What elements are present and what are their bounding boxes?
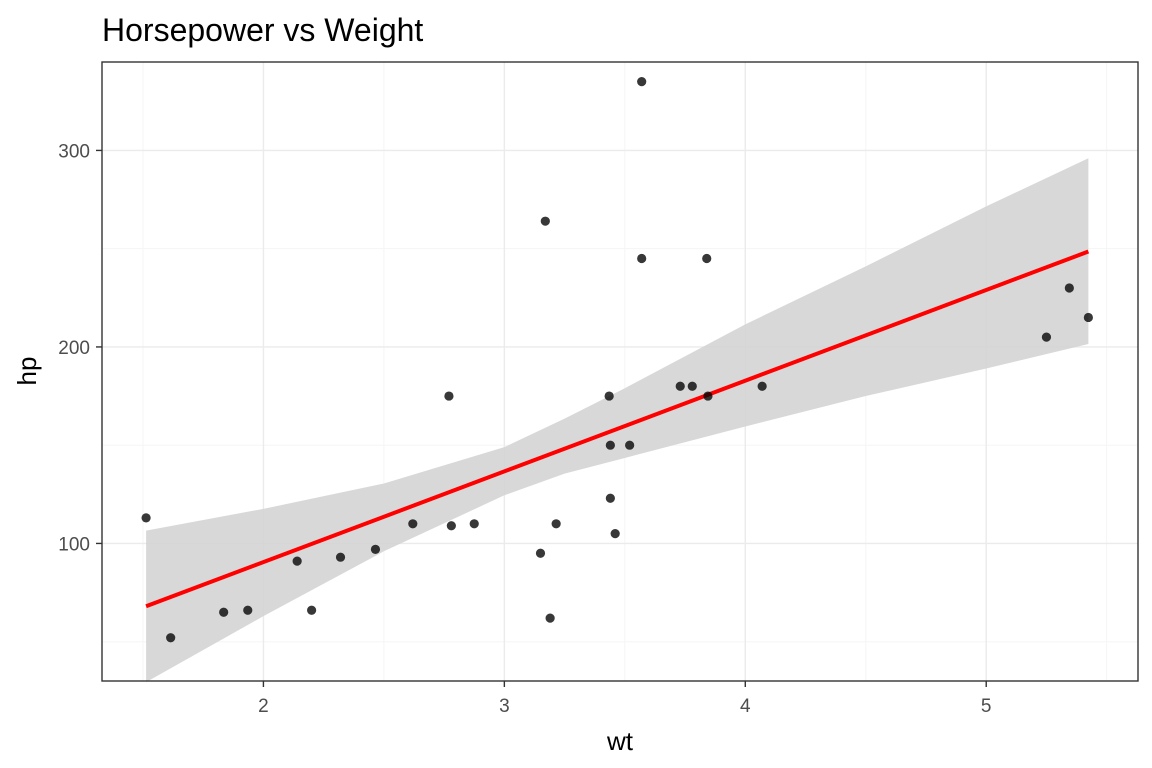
data-point <box>141 513 151 523</box>
data-point <box>1064 283 1074 293</box>
data-point <box>540 216 550 226</box>
data-point <box>702 253 712 264</box>
chart-title: Horsepower vs Weight <box>102 12 423 48</box>
data-point <box>625 440 635 450</box>
data-point <box>444 391 454 401</box>
data-point <box>292 556 302 566</box>
data-point <box>757 381 767 391</box>
data-point <box>687 381 697 391</box>
data-point <box>637 77 647 87</box>
confidence-band-layer <box>146 158 1089 683</box>
data-point <box>535 548 546 558</box>
x-tick-label: 4 <box>740 696 751 717</box>
data-point <box>335 552 346 562</box>
data-point <box>166 633 176 643</box>
y-axis-ticks: 100 200 300 <box>58 141 102 555</box>
data-point <box>637 253 647 264</box>
confidence-band <box>146 158 1089 683</box>
x-tick-label: 5 <box>981 696 992 717</box>
data-point <box>610 529 620 539</box>
x-axis-label: wt <box>606 726 634 756</box>
data-point <box>307 605 317 615</box>
x-tick-label: 2 <box>258 696 269 717</box>
data-point <box>243 605 253 615</box>
points-layer <box>141 77 1093 643</box>
y-axis-label: hp <box>12 357 42 386</box>
y-tick-label: 100 <box>58 534 90 555</box>
x-tick-label: 3 <box>499 696 510 717</box>
plot-panel-border <box>101 61 1139 682</box>
data-point <box>1041 332 1052 342</box>
data-point <box>469 519 479 529</box>
y-tick-label: 300 <box>58 141 90 162</box>
y-tick-label: 200 <box>58 338 90 359</box>
data-point <box>408 519 418 529</box>
data-point <box>545 613 555 623</box>
data-point <box>703 391 713 401</box>
data-point <box>605 440 615 450</box>
data-point <box>675 381 685 391</box>
regression-line <box>145 249 1090 609</box>
data-point <box>605 493 615 503</box>
x-axis-ticks: 2 3 4 5 <box>258 681 992 717</box>
data-point <box>1083 312 1093 323</box>
fit-line-layer <box>145 249 1090 609</box>
data-point <box>370 544 381 554</box>
data-point <box>551 519 561 529</box>
data-point <box>219 607 229 617</box>
data-point <box>446 521 456 531</box>
data-point <box>604 391 614 401</box>
